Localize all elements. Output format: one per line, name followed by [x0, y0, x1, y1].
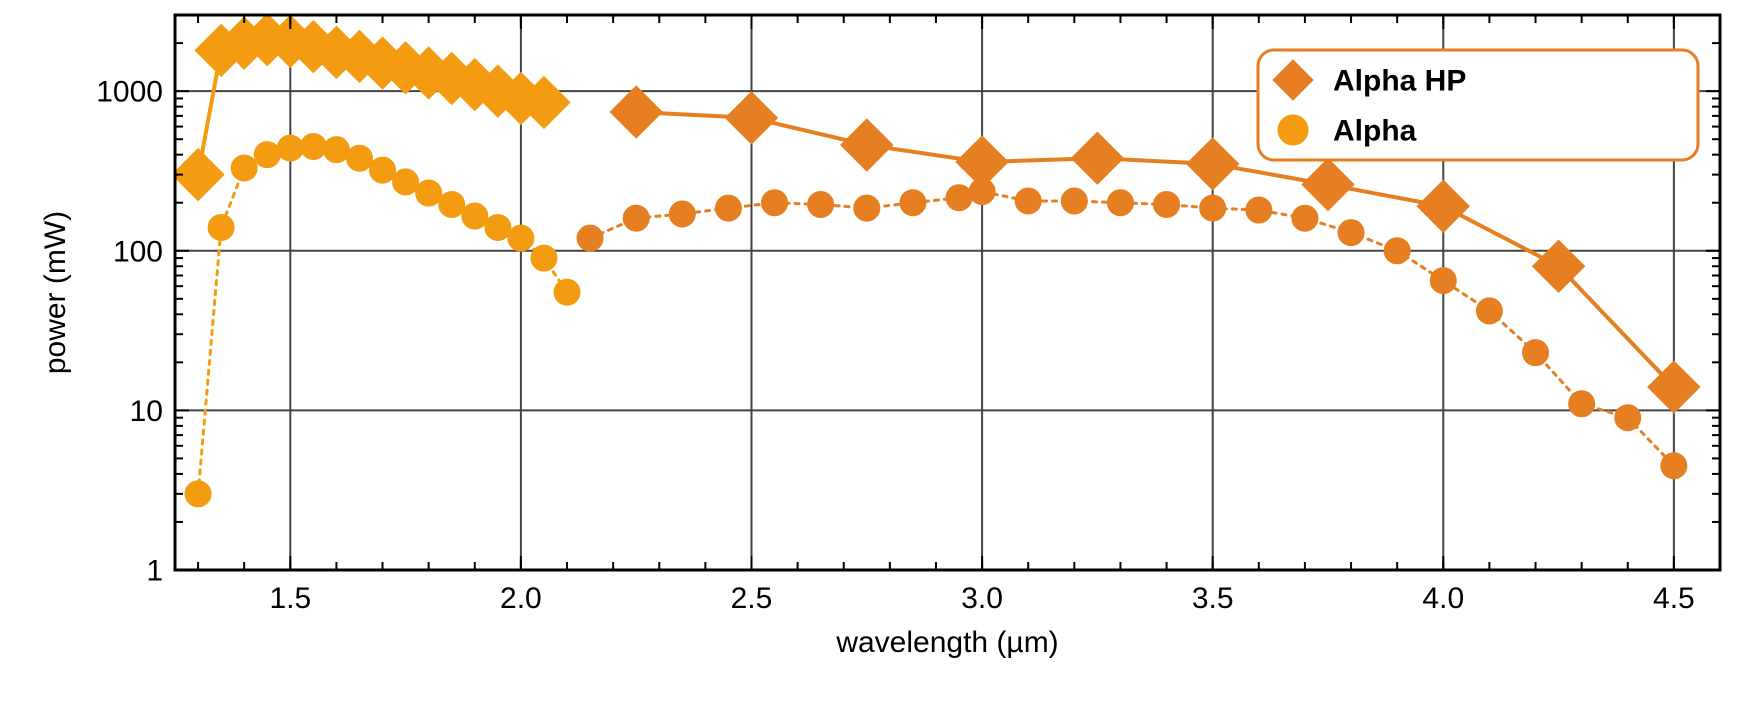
x-tick-label: 3.0: [961, 582, 1003, 615]
y-tick-label: 1: [146, 555, 163, 588]
x-axis-label: wavelength (µm): [835, 626, 1058, 659]
chart-svg: 1.5 2.0 2.5 3.0 3.5 4.0 4.5 1 10 100 1000 wavelengt…: [0, 0, 1754, 701]
y-tick-label: 100: [113, 235, 163, 268]
x-tick-label: 2.0: [500, 582, 542, 615]
x-tick-label: 1.5: [269, 582, 311, 615]
y-axis-label: power (mW): [39, 211, 72, 374]
x-tick-label: 4.0: [1422, 582, 1464, 615]
x-tick-label: 3.5: [1192, 582, 1234, 615]
legend-label: Alpha HP: [1333, 65, 1466, 98]
y-tick-label: 10: [130, 395, 163, 428]
y-tick-label: 1000: [96, 76, 163, 109]
power-vs-wavelength-chart: 1.5 2.0 2.5 3.0 3.5 4.0 4.5 1 10 100 1000 wavelengt…: [0, 0, 1754, 701]
x-tick-label: 4.5: [1653, 582, 1695, 615]
legend-label: Alpha: [1333, 115, 1417, 148]
legend: Alpha HP Alpha: [1258, 50, 1698, 160]
x-tick-label: 2.5: [731, 582, 773, 615]
